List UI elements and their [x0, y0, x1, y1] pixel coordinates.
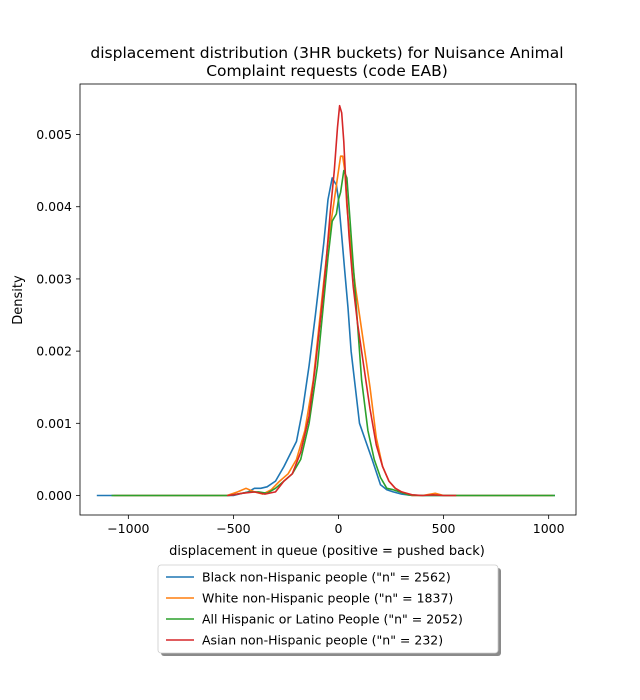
chart-title-line1: displacement distribution (3HR buckets) …	[90, 44, 563, 62]
y-tick-label: 0.002	[36, 344, 72, 359]
y-tick-label: 0.005	[36, 127, 72, 142]
x-tick-label: 1000	[533, 521, 565, 536]
x-axis-label: displacement in queue (positive = pushed…	[169, 544, 485, 559]
y-tick-label: 0.003	[36, 271, 72, 286]
legend-box	[157, 564, 499, 654]
y-tick-label: 0.004	[36, 199, 72, 214]
y-tick-label: 0.001	[36, 416, 72, 431]
chart-title-line2: Complaint requests (code EAB)	[206, 62, 448, 80]
legend-entry-label-0: Black non-Hispanic people ("n" = 2562)	[202, 570, 451, 585]
x-tick-label: −1000	[107, 521, 149, 536]
legend-entry-label-3: Asian non-Hispanic people ("n" = 232)	[202, 633, 443, 648]
x-tick-label: 500	[432, 521, 456, 536]
plot-area: −1000 −500 0 500 1000 0.000 0.001 0.002 0.003 0.0…	[36, 83, 577, 536]
legend-entry-label-1: White non-Hispanic people ("n" = 1837)	[202, 591, 453, 606]
y-axis-label: Density	[11, 275, 26, 325]
series-line-3	[227, 104, 457, 497]
legend: Black non-Hispanic people ("n" = 2562) Wh…	[157, 564, 501, 656]
y-tick-label: 0.000	[36, 488, 72, 503]
x-tick-label: −500	[216, 521, 250, 536]
axes-frame	[79, 83, 577, 516]
legend-entry-label-2: All Hispanic or Latino People ("n" = 205…	[202, 612, 463, 627]
x-tick-label: 0	[335, 521, 343, 536]
